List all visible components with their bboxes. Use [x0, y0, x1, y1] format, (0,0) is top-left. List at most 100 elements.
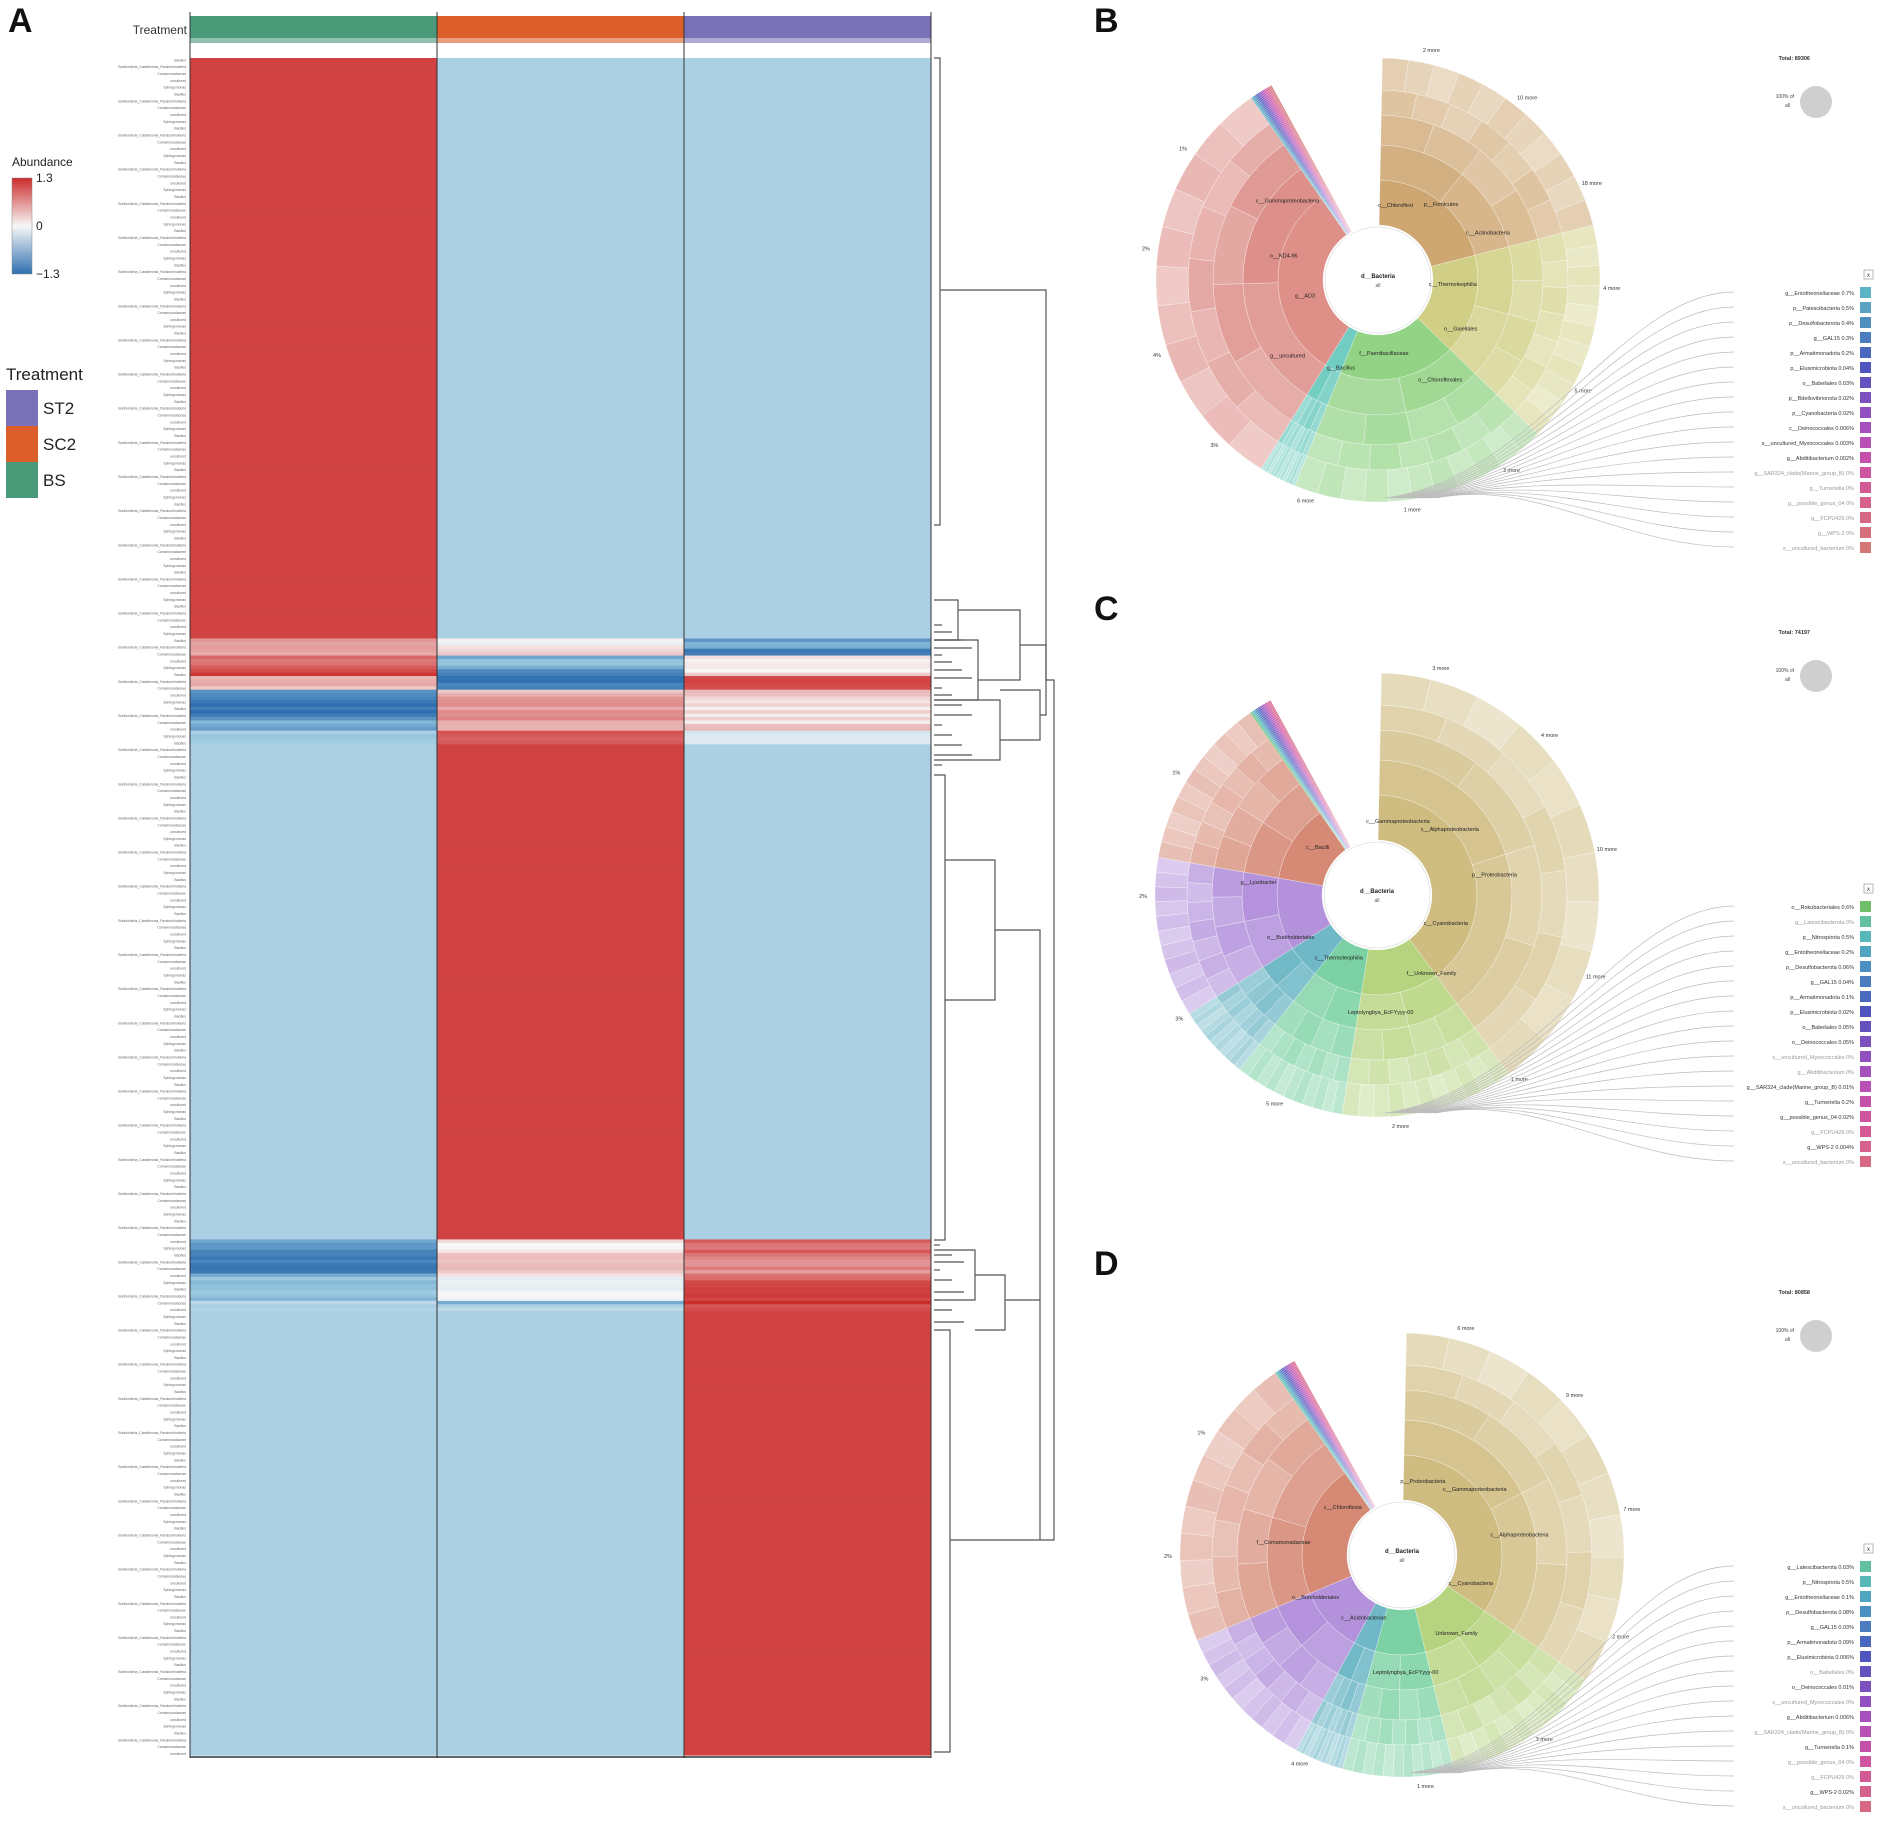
krona-legend-label: g__WPS-2 0.004% [1807, 1145, 1854, 1151]
krona-inner-label: c__Cyanobacteria [1424, 921, 1469, 927]
heatmap-cell [437, 1615, 684, 1620]
heatmap-cell [190, 355, 437, 360]
krona-sector-c-bacilli [1368, 1059, 1391, 1086]
heatmap-cell [190, 757, 437, 762]
heatmap-cell [190, 1307, 437, 1312]
heatmap-cell [437, 638, 684, 643]
heatmap-cell [190, 536, 437, 541]
heatmap-cell [684, 870, 931, 875]
heatmap-cell [437, 1679, 684, 1684]
heatmap-cell [437, 1420, 684, 1425]
heatmap-cell [684, 983, 931, 988]
krona-legend-label: g__GAL15 0.03% [1811, 1625, 1855, 1631]
krona-legend-connector [1427, 1655, 1735, 1774]
heatmap-cell [684, 116, 931, 121]
row-label: Comamonadaceae [157, 243, 186, 247]
heatmap-cell [190, 252, 437, 257]
heatmap-cell [190, 498, 437, 503]
row-label: Comamonadaceae [157, 618, 186, 622]
heatmap-cell [437, 1416, 684, 1421]
heatmap-cell [190, 771, 437, 776]
heatmap-cell [190, 645, 437, 650]
heatmap-cell [684, 68, 931, 73]
heatmap-cell [190, 116, 437, 121]
heatmap-cell [684, 1444, 931, 1449]
heatmap-cell [437, 105, 684, 110]
heatmap-cell [190, 1007, 437, 1012]
heatmap-cell [190, 590, 437, 595]
heatmap-cell [190, 908, 437, 913]
heatmap-cell [684, 587, 931, 592]
dendrogram-branch [940, 289, 1047, 680]
heatmap-cell [190, 617, 437, 622]
krona-legend-connector [1421, 471, 1735, 499]
heatmap-cell [684, 1270, 931, 1275]
heatmap-cell [437, 1427, 684, 1432]
row-label: Burkholderia_Caballeronia_Paraburkholder… [118, 1329, 186, 1333]
krona-outer-label: 5 more [1575, 389, 1592, 395]
heatmap-cell [437, 1430, 684, 1435]
heatmap-cell [190, 1468, 437, 1473]
heatmap-cell [684, 1560, 931, 1565]
heatmap-cell [190, 1567, 437, 1572]
krona-legend-swatch [1860, 332, 1871, 343]
heatmap-cell [684, 1352, 931, 1357]
heatmap-cell [684, 682, 931, 687]
dendrogram-branch [934, 774, 946, 1241]
heatmap-cell [684, 1065, 931, 1070]
heatmap-cell [190, 1150, 437, 1155]
heatmap-cell [684, 556, 931, 561]
heatmap-cell [684, 358, 931, 363]
heatmap-cell [190, 624, 437, 629]
heatmap-cell [437, 1635, 684, 1640]
row-label: uncultured [170, 284, 186, 288]
heatmap-cell [437, 1655, 684, 1660]
heatmap-cell [190, 938, 437, 943]
krona-pct-sub: all [1785, 103, 1790, 109]
heatmap-cell [190, 600, 437, 605]
heatmap-cell [437, 389, 684, 394]
krona-selection-dot [1800, 1320, 1832, 1352]
krona-legend-close-x: x [1867, 887, 1870, 893]
heatmap-cell [190, 1143, 437, 1148]
heatmap-cell [684, 1690, 931, 1695]
krona-legend-close-x: x [1867, 273, 1870, 279]
heatmap-cell [684, 686, 931, 691]
krona-legend-connector [1430, 1670, 1735, 1774]
row-label: Comamonadaceae [157, 448, 186, 452]
krona-root-label: d__Bacteria [1385, 1549, 1420, 1555]
heatmap-cell [684, 1563, 931, 1568]
heatmap-cell [190, 1058, 437, 1063]
krona-inner-label: Unknown_Family [1435, 1631, 1477, 1637]
krona-legend-connector [1403, 381, 1735, 499]
heatmap-cell [684, 1529, 931, 1534]
row-label: Bacillus [174, 502, 186, 506]
heatmap-cell [684, 795, 931, 800]
row-label: Comamonadaceae [157, 140, 186, 144]
heatmap-cell [437, 1181, 684, 1186]
row-label: Comamonadaceae [157, 345, 186, 349]
heatmap-cell [190, 1266, 437, 1271]
heatmap-cell [684, 822, 931, 827]
heatmap-cell [437, 1167, 684, 1172]
heatmap-cell [190, 457, 437, 462]
heatmap-cell [190, 1464, 437, 1469]
heatmap-cell [684, 245, 931, 250]
heatmap-cell [437, 1676, 684, 1681]
heatmap-cell [684, 1727, 931, 1732]
heatmap-cell [684, 1464, 931, 1469]
row-label: uncultured [170, 625, 186, 629]
row-label: Bacillus [174, 1732, 186, 1736]
heatmap-cell [437, 146, 684, 151]
heatmap-cell [190, 1014, 437, 1019]
heatmap-cell [190, 720, 437, 725]
krona-legend-swatch [1860, 1591, 1871, 1602]
heatmap-cell [437, 1737, 684, 1742]
krona-outer-label: 3% [1200, 1676, 1208, 1682]
row-label: uncultured [170, 318, 186, 322]
heatmap-cell [190, 143, 437, 148]
heatmap-cell [190, 85, 437, 90]
heatmap-cell [684, 935, 931, 940]
heatmap-cell [437, 1587, 684, 1592]
heatmap-cell [684, 1225, 931, 1230]
